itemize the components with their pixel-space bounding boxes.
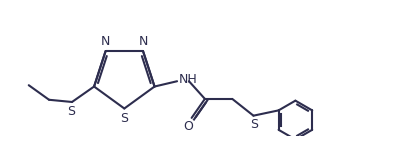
Text: S: S [120, 112, 128, 125]
Text: N: N [139, 35, 148, 48]
Text: N: N [101, 35, 110, 48]
Text: O: O [183, 120, 193, 133]
Text: S: S [250, 118, 258, 131]
Text: NH: NH [178, 73, 197, 86]
Text: S: S [68, 105, 75, 118]
